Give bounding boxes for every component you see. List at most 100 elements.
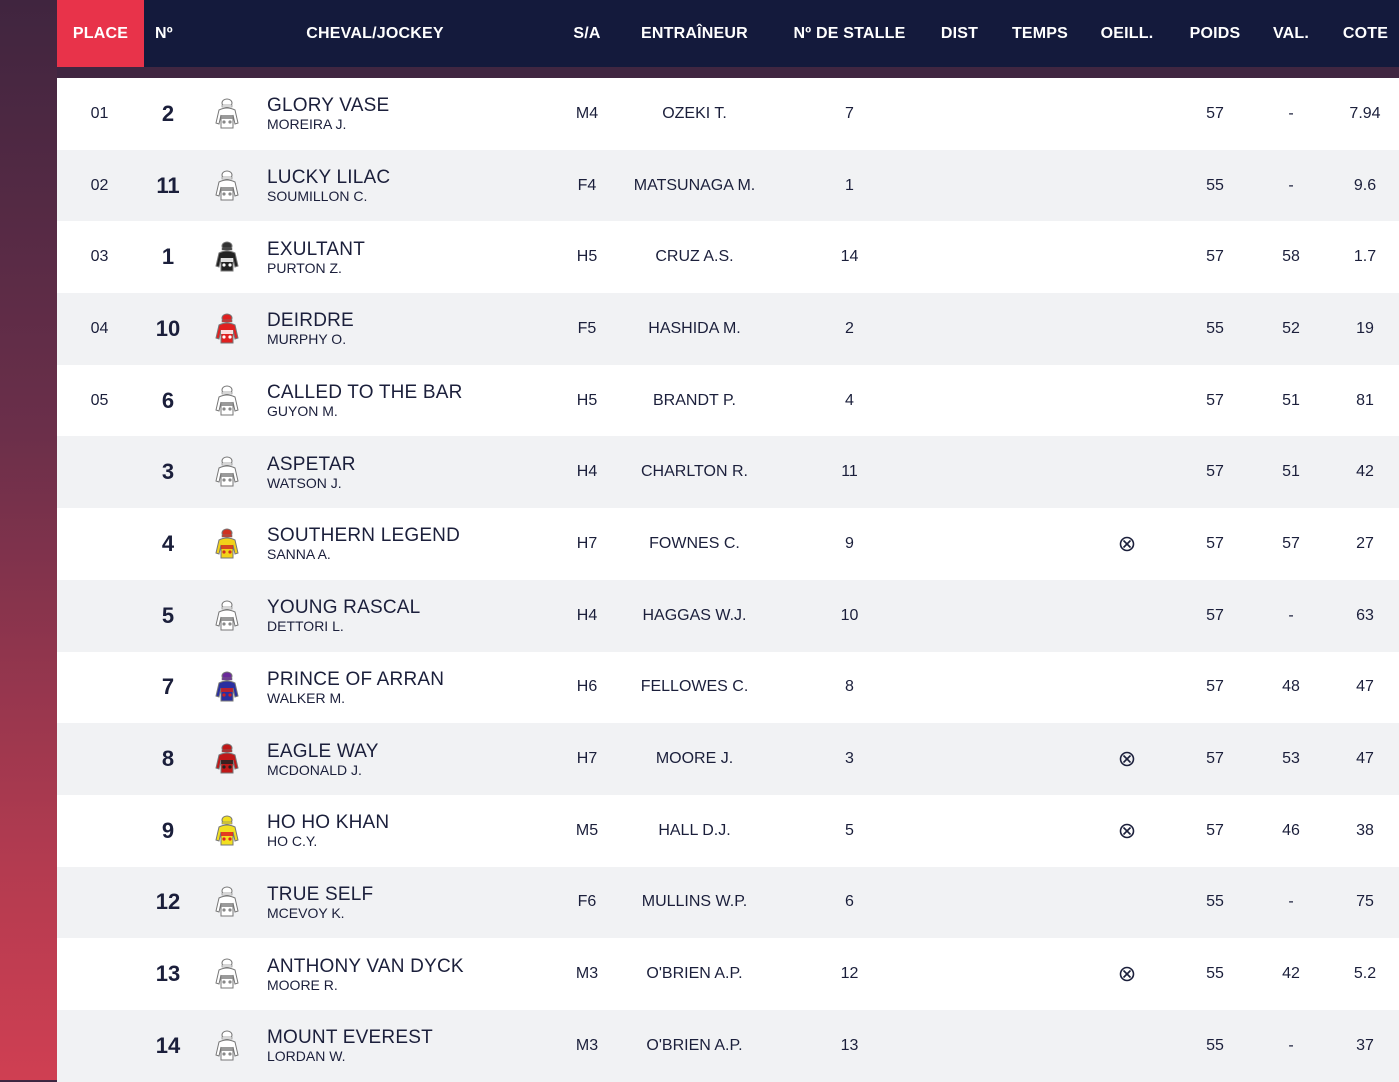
column-blinkers[interactable]: OEILL. <box>1100 24 1154 42</box>
stall-cell: 2 <box>845 319 854 337</box>
table-row[interactable]: 5 YOUNG RASCAL DETTORI L. H4 HAGGAS W.J. 10 57… <box>57 579 1399 652</box>
horse-jockey-cell: HO HO KHAN HO C.Y. <box>267 795 567 867</box>
runner-number: 9 <box>161 817 175 843</box>
horse-name[interactable]: EXULTANT <box>267 238 366 260</box>
jockey-silk-icon <box>207 867 247 939</box>
stall-cell: 10 <box>840 606 859 624</box>
column-rating[interactable]: VAL. <box>1272 24 1310 42</box>
weight-cell: 55 <box>1206 176 1224 194</box>
sex-age-cell: M4 <box>575 104 599 122</box>
horse-name[interactable]: TRUE SELF <box>267 883 374 905</box>
sex-age-cell: H4 <box>576 606 598 624</box>
place-cell: 01 <box>90 104 109 122</box>
stall-cell: 8 <box>845 678 854 696</box>
horse-name[interactable]: MOUNT EVEREST <box>267 1027 433 1049</box>
rating-cell: - <box>1288 606 1294 624</box>
jockey-silk-icon <box>207 723 247 795</box>
horse-jockey-cell: LUCKY LILAC SOUMILLON C. <box>267 150 567 222</box>
column-temps[interactable]: TEMPS <box>1011 24 1069 42</box>
rating-cell: 53 <box>1282 750 1300 768</box>
odds-cell: 5.2 <box>1353 965 1377 983</box>
horse-name[interactable]: LUCKY LILAC <box>267 167 391 189</box>
trainer-cell: HALL D.J. <box>658 821 731 839</box>
jockey-silk-icon <box>207 365 247 437</box>
runner-number: 1 <box>161 244 175 270</box>
table-row[interactable]: 7 PRINCE OF ARRAN WALKER M. H6 FELLOWES C. 8 5… <box>57 651 1399 724</box>
horse-name[interactable]: YOUNG RASCAL <box>267 597 421 619</box>
place-cell <box>72 867 127 939</box>
jockey-silk-icon <box>207 78 247 150</box>
horse-name[interactable]: SOUTHERN LEGEND <box>267 525 461 547</box>
blinkers-cell <box>1107 580 1147 652</box>
horse-name[interactable]: EAGLE WAY <box>267 740 379 762</box>
column-place[interactable]: PLACE <box>57 0 144 67</box>
table-header: PLACE Nº CHEVAL/JOCKEY S/A ENTRAÎNEUR Nº… <box>57 0 1399 67</box>
blinkers-icon <box>1119 536 1135 552</box>
trainer-cell: MULLINS W.P. <box>641 893 748 911</box>
sex-age-cell: F4 <box>577 176 597 194</box>
column-sex-age[interactable]: S/A <box>573 24 601 42</box>
horse-name[interactable]: ASPETAR <box>267 453 356 475</box>
blinkers-icon <box>1119 823 1135 839</box>
trainer-cell: OZEKI T. <box>662 104 727 122</box>
table-row[interactable]: 02 11 LUCKY LILAC SOUMILLON C. F4 MATSUNAGA M… <box>57 149 1399 222</box>
trainer-cell: MOORE J. <box>655 750 734 768</box>
sex-age-cell: M3 <box>575 1036 599 1054</box>
table-row[interactable]: 9 HO HO KHAN HO C.Y. M5 HALL D.J. 5 57 46 38 <box>57 794 1399 867</box>
place-cell: 02 <box>90 176 109 194</box>
sex-age-cell: H5 <box>576 391 598 409</box>
table-row[interactable]: 12 TRUE SELF MCEVOY K. F6 MULLINS W.P. 6 55 - 75 <box>57 866 1399 939</box>
horse-name[interactable]: DEIRDRE <box>267 310 354 332</box>
horse-name[interactable]: HO HO KHAN <box>267 812 390 834</box>
weight-cell: 57 <box>1206 821 1224 839</box>
runner-number: 3 <box>161 459 175 485</box>
rating-cell: 51 <box>1282 463 1300 481</box>
table-row[interactable]: 05 6 CALLED TO THE BAR GUYON M. H5 BRANDT P. 4… <box>57 364 1399 437</box>
column-stall[interactable]: Nº DE STALLE <box>793 24 906 42</box>
rating-cell: 46 <box>1282 821 1300 839</box>
horse-jockey-cell: CALLED TO THE BAR GUYON M. <box>267 365 567 437</box>
stall-cell: 3 <box>845 750 854 768</box>
blinkers-cell <box>1107 508 1147 580</box>
jockey-name: PURTON Z. <box>267 259 342 276</box>
jockey-name: SOUMILLON C. <box>267 188 368 205</box>
weight-cell: 57 <box>1206 750 1224 768</box>
column-dist[interactable]: DIST <box>940 24 979 42</box>
column-weight[interactable]: POIDS <box>1189 24 1241 42</box>
blinkers-cell <box>1107 795 1147 867</box>
horse-name[interactable]: ANTHONY VAN DYCK <box>267 955 464 977</box>
horse-jockey-cell: EXULTANT PURTON Z. <box>267 221 567 293</box>
place-cell <box>72 723 127 795</box>
column-horse-jockey[interactable]: CHEVAL/JOCKEY <box>306 24 444 42</box>
horse-name[interactable]: GLORY VASE <box>267 95 390 117</box>
column-number[interactable]: Nº <box>155 24 173 42</box>
stall-cell: 14 <box>840 248 859 266</box>
blinkers-cell <box>1107 293 1147 365</box>
sex-age-cell: M3 <box>575 965 599 983</box>
table-row[interactable]: 01 2 GLORY VASE MOREIRA J. M4 OZEKI T. 7 57 - 7.9… <box>57 78 1399 150</box>
blinkers-cell <box>1107 652 1147 724</box>
table-row[interactable]: 13 ANTHONY VAN DYCK MOORE R. M3 O'BRIEN A.P.… <box>57 938 1399 1010</box>
table-row[interactable]: 03 1 EXULTANT PURTON Z. H5 CRUZ A.S. 14 57 58 1.7 <box>57 221 1399 294</box>
sex-age-cell: H5 <box>576 248 598 266</box>
table-row[interactable]: 8 EAGLE WAY MCDONALD J. H7 MOORE J. 3 57 53 47 <box>57 723 1399 795</box>
background-left <box>0 0 57 1080</box>
table-row[interactable]: 04 10 DEIRDRE MURPHY O. F5 HASHIDA M. 2 55 52 19 <box>57 293 1399 365</box>
odds-cell: 27 <box>1356 534 1374 552</box>
table-row[interactable]: 14 MOUNT EVEREST LORDAN W. M3 O'BRIEN A.P. 13… <box>57 1009 1399 1082</box>
jockey-name: HO C.Y. <box>267 833 318 850</box>
table-row[interactable]: 4 SOUTHERN LEGEND SANNA A. H7 FOWNES C. 9 57 57… <box>57 508 1399 580</box>
horse-name[interactable]: PRINCE OF ARRAN <box>267 668 445 690</box>
rating-cell: 48 <box>1282 678 1300 696</box>
odds-cell: 75 <box>1356 893 1374 911</box>
column-odds[interactable]: COTE <box>1342 24 1389 42</box>
weight-cell: 57 <box>1206 248 1224 266</box>
horse-name[interactable]: CALLED TO THE BAR <box>267 382 463 404</box>
horse-jockey-cell: DEIRDRE MURPHY O. <box>267 293 567 365</box>
table-row[interactable]: 3 ASPETAR WATSON J. H4 CHARLTON R. 11 57 51 42 <box>57 436 1399 509</box>
horse-jockey-cell: GLORY VASE MOREIRA J. <box>267 78 567 150</box>
rating-cell: - <box>1288 104 1294 122</box>
horse-jockey-cell: TRUE SELF MCEVOY K. <box>267 867 567 939</box>
column-trainer[interactable]: ENTRAÎNEUR <box>641 24 748 42</box>
weight-cell: 57 <box>1206 678 1224 696</box>
